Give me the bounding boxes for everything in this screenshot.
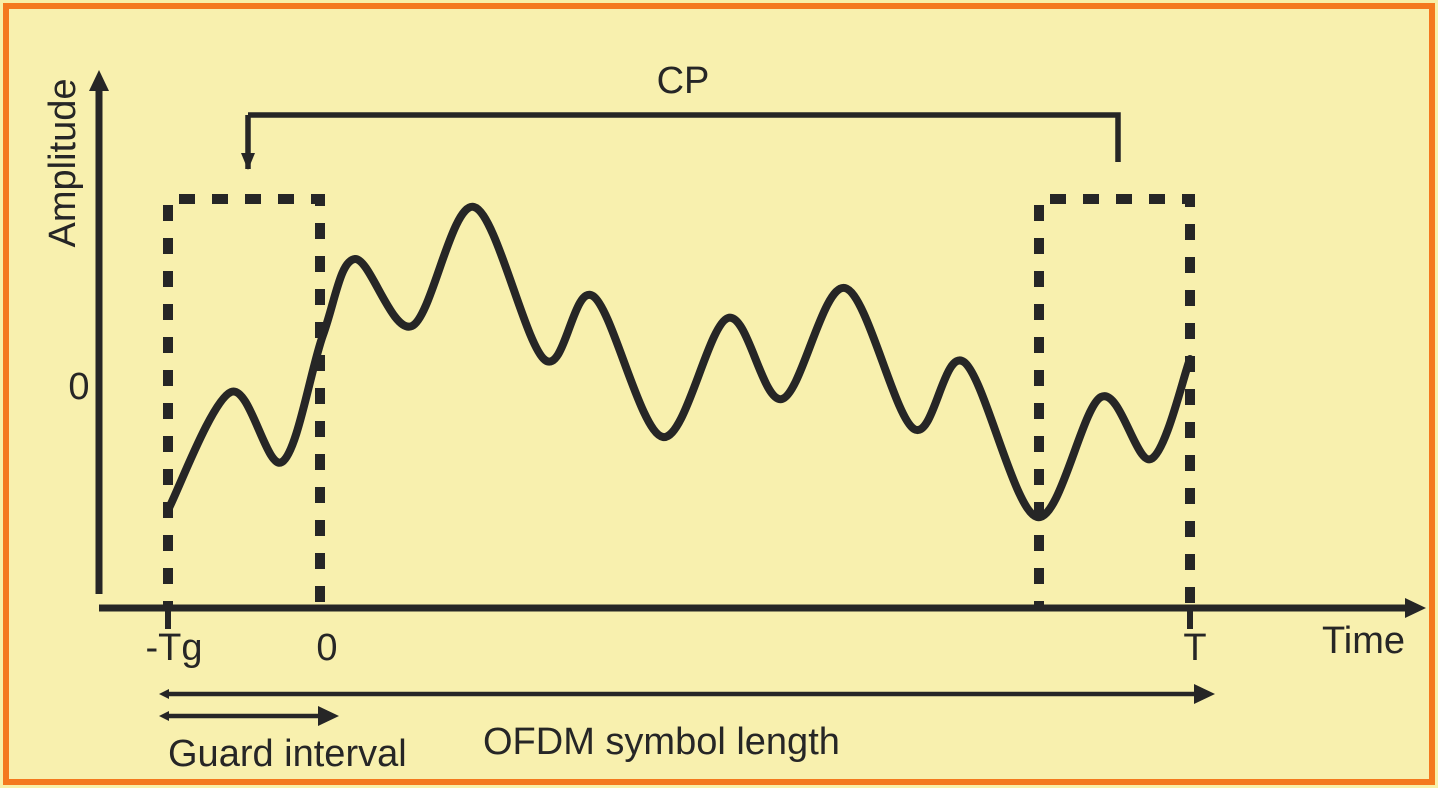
svg-text:CP: CP: [657, 60, 710, 102]
svg-text:0: 0: [316, 627, 337, 669]
svg-text:Amplitude: Amplitude: [42, 79, 84, 248]
svg-text:OFDM symbol length: OFDM symbol length: [483, 721, 840, 763]
svg-text:T: T: [1183, 627, 1206, 669]
svg-text:-Tg: -Tg: [146, 627, 203, 669]
svg-text:0: 0: [68, 366, 89, 408]
svg-text:Guard interval: Guard interval: [168, 733, 407, 775]
svg-text:Time: Time: [1322, 620, 1405, 662]
